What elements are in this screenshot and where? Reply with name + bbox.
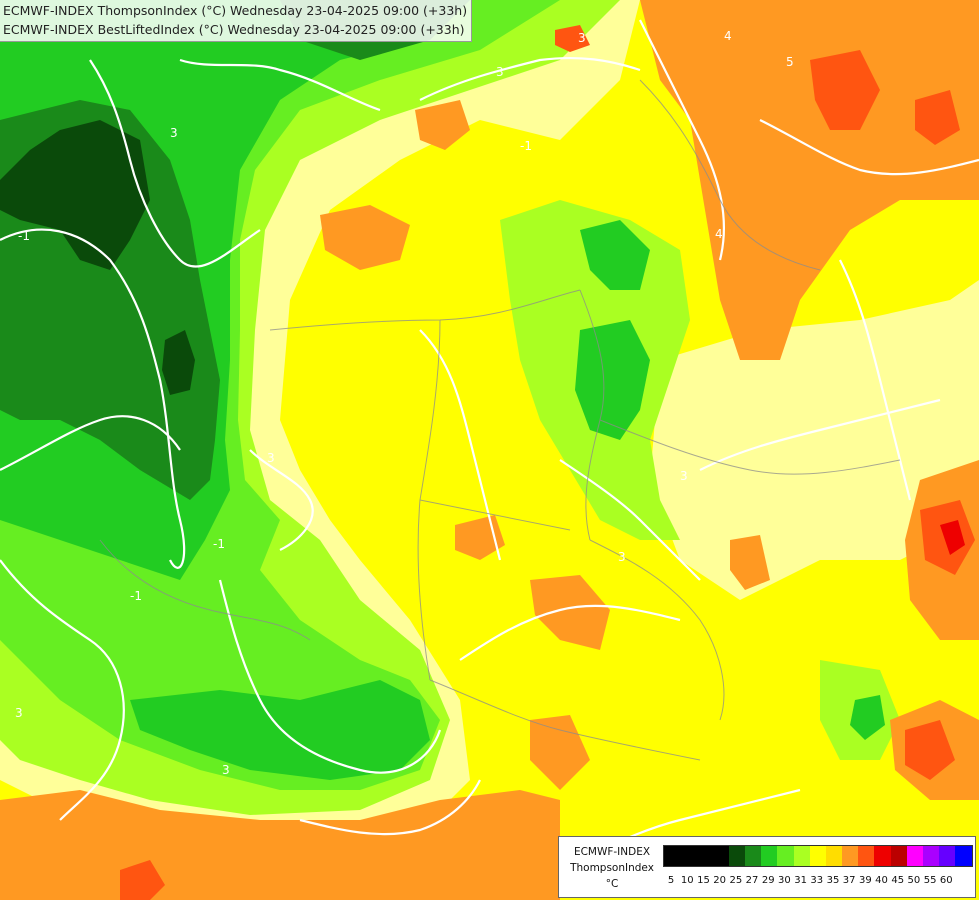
red-region-northeast [810,50,880,130]
contour-label: -1 [213,537,225,551]
legend-tick-label: 40 [875,875,888,886]
bright-green-region-south [130,680,430,780]
legend-swatch [777,846,794,866]
legend-tick-label: 55 [923,875,937,886]
legend-swatch [809,846,826,866]
orange-region-spot2 [415,100,470,150]
legend-tick-label: 5 [667,875,675,886]
red-region-southwest [120,860,165,900]
contour-label: -1 [18,229,30,243]
legend-swatch [793,846,810,866]
legend-tick-label: 35 [826,875,840,886]
header-title-thompson: ECMWF-INDEX ThompsonIndex (°C) Wednesday… [3,3,468,18]
legend-tick-label: 50 [907,875,921,886]
legend-swatch [761,846,778,866]
legend-unit: °C [605,878,619,890]
legend-parameter: ThompsonIndex [570,862,654,874]
map-header: ECMWF-INDEX ThompsonIndex (°C) Wednesday… [0,0,473,42]
contour-labels: 3 -1 3 3 3 3 5 4 3 -1 4 3 3 -1 -1 [15,29,794,777]
legend-tick-label: 37 [842,875,856,886]
legend-ticks: 5 10 15 20 25 27 29 30 31 33 35 37 39 40 45 50 55 60 [663,875,954,886]
legend-tick-label: 60 [939,875,953,886]
legend-swatch [664,846,681,866]
legend-swatch [728,846,745,866]
dark-green-region-2 [162,330,195,395]
contour-label: 3 [578,31,586,45]
legend-model: ECMWF-INDEX [573,846,651,858]
bright-green-region-east [850,695,885,740]
contour-label: 3 [222,763,230,777]
legend-swatch [744,846,762,866]
border-lines [99,79,901,761]
legend-swatch [906,846,923,866]
contour-label: -1 [520,139,532,153]
legend-swatch [712,846,729,866]
orange-region-spot1 [320,205,410,270]
legend-swatch [955,846,972,866]
dark-green-region [0,120,150,270]
legend-swatch [890,846,907,866]
color-legend: ECMWF-INDEX ThompsonIndex °C 5 10 15 20 25 27… [558,836,976,898]
legend-swatch [680,846,697,866]
legend-color-bar [663,845,973,867]
deep-red-region-east [940,520,965,555]
contour-label: 3 [680,469,688,483]
pale-yellow-region-east [650,280,979,600]
legend-tick-label: 10 [680,875,694,886]
contour-lines [0,19,979,871]
legend-tick-label: 15 [697,875,710,886]
red-region-northeast2 [915,90,960,145]
bright-green-region-center [580,220,650,290]
orange-region-northeast [640,0,979,360]
bright-green-region-center2 [575,320,650,440]
legend-tick-label: 33 [810,875,824,886]
contour-label: 3 [170,126,178,140]
contour-label: 4 [715,227,723,241]
legend-tick-label: 39 [858,875,872,886]
legend-tick-label: 29 [761,875,775,886]
legend-swatch [696,846,713,866]
orange-region-spot5 [730,535,770,590]
legend-swatch [939,846,956,866]
contour-label: 4 [724,29,732,43]
contour-label: 5 [786,55,794,69]
contour-label: 3 [15,706,23,720]
legend-swatch [858,846,875,866]
legend-swatch [825,846,843,866]
orange-region-spot4 [530,575,610,650]
contour-label: 3 [496,65,504,79]
red-region-southeast [905,720,955,780]
legend-swatch [874,846,891,866]
legend-tick-label: 25 [729,875,743,886]
legend-tick-label: 45 [891,875,905,886]
header-title-bestlifted: ECMWF-INDEX BestLiftedIndex (°C) Wednesd… [3,22,465,37]
contour-label: 3 [267,451,275,465]
legend-swatch [923,846,940,866]
legend-tick-label: 30 [778,875,791,886]
legend-tick-label: 31 [794,875,807,886]
legend-tick-label: 27 [745,875,759,886]
red-region-north [555,25,590,52]
contour-label: 3 [618,550,626,564]
legend-swatch [842,846,859,866]
contour-label: -1 [130,589,142,603]
legend-tick-label: 20 [713,875,727,886]
